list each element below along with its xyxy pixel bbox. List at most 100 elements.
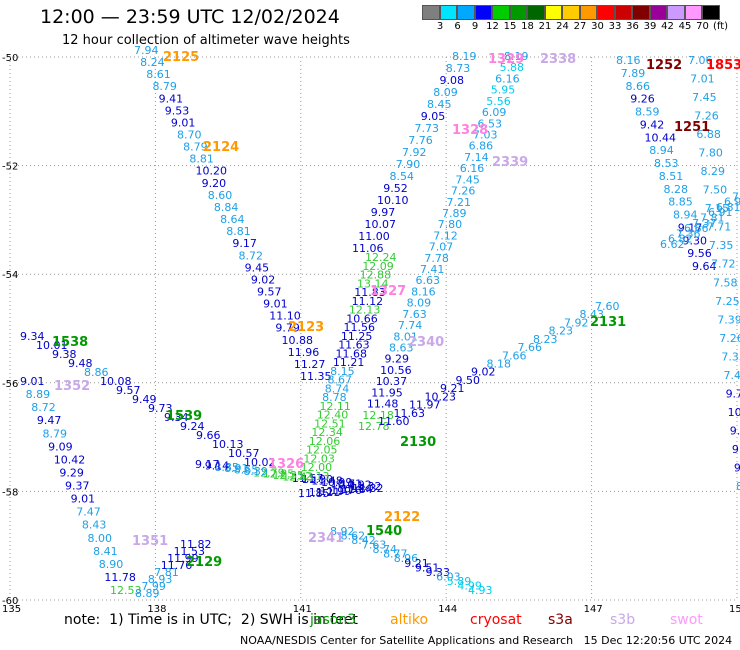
wave-height-value: 8.72 (239, 249, 264, 262)
wave-height-value: 7.81 (154, 566, 179, 579)
wave-height-value: 9.02 (251, 273, 276, 286)
wave-height-value: 12.35 (273, 469, 305, 482)
wave-height-value: 9.29 (385, 353, 410, 366)
wave-height-value: 12.13 (298, 470, 330, 483)
pass-label: 2340 (408, 335, 444, 350)
legend-swatch (649, 5, 667, 20)
lat-tick-label: -54 (2, 270, 18, 281)
wave-height-value: 9.01 (71, 493, 96, 506)
wave-height-value: 8.78 (322, 391, 347, 404)
wave-height-value: 12.11 (319, 400, 351, 413)
pass-label: 1539 (166, 409, 202, 424)
wave-height-value: 6.66 (684, 222, 709, 235)
wave-height-value: 6.03 (436, 570, 461, 583)
wave-height-value: 8.65 (234, 464, 259, 477)
wave-height-value: 11.53 (174, 545, 206, 558)
wave-height-value: 7.63 (362, 539, 387, 552)
wave-height-value: 8.42 (351, 534, 376, 547)
wave-height-value: 7.74 (398, 319, 423, 332)
wave-height-value: 11.76 (161, 559, 193, 572)
wave-height-value: 9.20 (202, 177, 227, 190)
legend-swatch (579, 5, 597, 20)
wave-height-value: 9.17 (195, 458, 220, 471)
wave-height-value: 11.97 (409, 399, 441, 412)
wave-height-value: 9.66 (196, 429, 221, 442)
wave-height-value: 7.81 (700, 212, 725, 225)
legend-label: 6 (454, 21, 461, 32)
lat-tick-label: -60 (2, 596, 18, 607)
wave-height-value: 9.64 (692, 260, 717, 273)
wave-height-value: 11.12 (352, 295, 384, 308)
wave-height-value: 11.85 (298, 487, 330, 500)
wave-height-value: 8.70 (177, 129, 202, 142)
legend-swatch (632, 5, 650, 20)
legend-unit: (ft) (713, 21, 729, 32)
wave-height-value: 9.02 (471, 366, 496, 379)
lon-tick-label: 135 (2, 604, 21, 615)
pass-label: 1351 (132, 534, 168, 549)
wave-height-value: 12.06 (309, 435, 341, 448)
legend-swatch (597, 5, 615, 20)
legend-swatch (614, 5, 632, 20)
pass-label: 2123 (288, 320, 324, 335)
legend-swatch (457, 5, 475, 20)
wave-height-value: 8.00 (88, 532, 113, 545)
wave-height-value: 8.63 (389, 342, 414, 355)
wave-height-value: 7.45 (692, 91, 717, 104)
wave-height-value: 9.50 (456, 374, 481, 387)
lat-tick-label: -56 (2, 379, 18, 390)
wave-height-value: 7.72 (711, 258, 736, 271)
wave-height-value: 11.56 (344, 321, 376, 334)
map-subtitle: 12 hour collection of altimeter wave hei… (62, 33, 350, 48)
wave-height-value: 8.84 (214, 201, 239, 214)
wave-height-value: 8.01 (393, 330, 418, 343)
wave-height-value: 9.41 (159, 92, 184, 105)
wave-height-value: 6.97 (724, 196, 740, 209)
wave-height-value: 12.85 (263, 468, 295, 481)
legend-swatch (702, 5, 720, 20)
wave-height-value: 11.00 (358, 230, 390, 243)
wave-height-value: 7.63 (402, 308, 427, 321)
legend-label: 3 (436, 21, 444, 32)
wave-height-value: 6.53 (477, 117, 502, 130)
wave-height-value: 8.43 (580, 308, 605, 321)
footer-note: note: 1) Time is in UTC; 2) SWH is in fe… (64, 612, 358, 628)
wave-height-value: 8.53 (654, 157, 679, 170)
lon-tick-label: 144 (438, 604, 457, 615)
wave-height-value: 8.79 (183, 141, 208, 154)
wave-height-value: 9.24 (180, 420, 205, 433)
wave-height-value: 9.01 (171, 116, 196, 129)
wave-height-value: 6.09 (482, 106, 507, 119)
wave-height-value: 11.84 (341, 483, 373, 496)
wave-height-value: 9.45 (245, 261, 270, 274)
satellite-label: cryosat (470, 612, 522, 628)
wave-height-value: 7.80 (698, 147, 723, 160)
wave-height-value: 10.10 (377, 194, 409, 207)
wave-height-value: 11.99 (167, 552, 199, 565)
wave-height-value: 9.29 (59, 466, 84, 479)
wave-height-value: 9.57 (257, 285, 282, 298)
wave-height-value: 8.74 (325, 382, 350, 395)
wave-height-value: 8.86 (84, 366, 109, 379)
lat-tick-label: -58 (2, 487, 18, 498)
wave-height-value: 12.43 (282, 470, 314, 483)
wave-height-value: 8.51 (659, 170, 684, 183)
wave-height-value: 11.32 (350, 480, 382, 493)
wave-height-value: 11.78 (104, 571, 136, 584)
legend-swatch (474, 5, 492, 20)
legend-label: 12 (486, 21, 499, 32)
wave-height-value: 7.25 (715, 295, 740, 308)
wave-height-value: 8.89 (26, 388, 51, 401)
wave-height-value: 8.90 (99, 558, 124, 571)
map-title: 12:00 — 23:59 UTC 12/02/2024 (40, 6, 340, 28)
wave-height-value: 9.17 (232, 237, 256, 250)
legend-swatch (527, 5, 545, 20)
wave-height-value: 10.66 (346, 312, 378, 325)
wave-height-value: 8.77 (383, 548, 408, 561)
wave-height-value: 9.51 (415, 561, 440, 574)
wave-height-value: 12.09 (362, 260, 394, 273)
pass-label: 2122 (384, 510, 420, 525)
wave-height-value: 8.64 (220, 213, 245, 226)
wave-height-value: 8.41 (93, 545, 118, 558)
wave-height-value: 8.39 (243, 465, 268, 478)
